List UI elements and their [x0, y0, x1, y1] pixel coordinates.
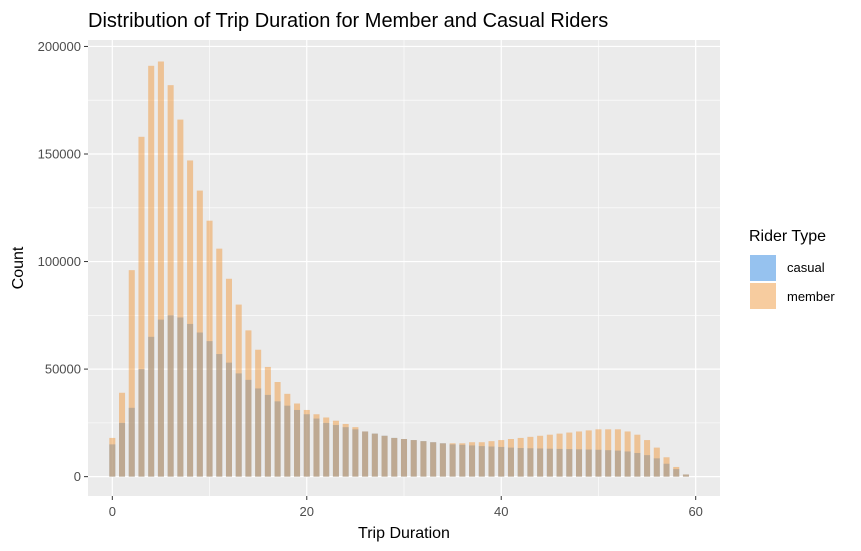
member-bar: [527, 436, 534, 477]
member-bar: [352, 427, 359, 477]
legend-label-member: member: [787, 289, 835, 304]
y-tick-label: 150000: [38, 147, 81, 162]
member-bar: [682, 474, 689, 477]
member-bar: [294, 403, 301, 477]
member-bar: [498, 440, 505, 477]
x-tick-label: 60: [688, 504, 702, 519]
member-bar: [478, 442, 485, 477]
x-axis-title: Trip Duration: [358, 525, 450, 542]
member-bar: [362, 431, 369, 477]
member-bar: [624, 431, 631, 477]
grid-major: [88, 40, 720, 496]
member-bar: [303, 409, 310, 477]
legend-swatch-member: [750, 283, 776, 309]
x-tick-label: 0: [109, 504, 116, 519]
member-bar: [177, 119, 184, 477]
member-bar: [167, 85, 174, 477]
y-tick-label: 200000: [38, 39, 81, 54]
member-bar: [206, 220, 213, 477]
member-bar: [381, 435, 388, 477]
member-bar: [332, 420, 339, 477]
member-bar: [439, 443, 446, 477]
member-bar: [537, 435, 544, 477]
grid-minor: [88, 40, 720, 496]
member-bar: [284, 393, 291, 477]
member-bar: [459, 443, 466, 477]
legend-swatch-casual: [750, 255, 776, 281]
legend-label-casual: casual: [787, 260, 825, 275]
member-bar: [556, 433, 563, 477]
member-bar: [653, 447, 660, 477]
x-tick-label: 40: [494, 504, 508, 519]
member-bar: [323, 417, 330, 477]
member-bar: [673, 466, 680, 477]
member-bar: [148, 65, 155, 477]
member-bar: [644, 440, 651, 477]
member-bar: [634, 434, 641, 477]
member-bar: [235, 304, 242, 477]
member-bar: [488, 441, 495, 477]
member-bar: [264, 366, 271, 477]
legend: Rider Type casual member: [749, 228, 835, 310]
member-bar: [595, 429, 602, 477]
member-bar: [585, 430, 592, 477]
y-tick-label: 0: [74, 469, 81, 484]
member-bar: [274, 382, 281, 477]
member-bar: [216, 248, 223, 477]
member-bar: [245, 330, 252, 477]
member-bar: [196, 190, 203, 477]
y-tick-label: 100000: [38, 254, 81, 269]
member-bars: [109, 61, 689, 477]
member-bar: [420, 441, 427, 477]
member-bar: [566, 432, 573, 477]
member-bar: [410, 440, 417, 477]
y-tick-label: 50000: [45, 362, 81, 377]
member-bar: [109, 437, 116, 477]
member-bar: [342, 423, 349, 477]
member-bar: [255, 349, 262, 477]
member-bar: [576, 431, 583, 477]
member-bar: [469, 442, 476, 477]
member-bar: [128, 270, 135, 477]
member-bar: [313, 414, 320, 477]
member-bar: [605, 429, 612, 477]
axis-ticks: 0 20 40 60 0 50000 100000 150000 200000: [38, 39, 703, 519]
legend-title: Rider Type: [749, 228, 826, 245]
member-bar: [119, 392, 126, 477]
member-bar: [400, 439, 408, 477]
member-bar: [187, 160, 194, 477]
member-bar: [430, 442, 437, 477]
member-bar: [614, 429, 621, 477]
member-bar: [391, 437, 398, 477]
member-bar: [449, 443, 456, 477]
member-bar: [371, 433, 378, 477]
member-bar: [157, 61, 164, 477]
member-bar: [663, 457, 670, 477]
y-axis-title: Count: [10, 246, 27, 289]
x-tick-label: 20: [300, 504, 314, 519]
chart-title: Distribution of Trip Duration for Member…: [88, 10, 608, 32]
member-bar: [507, 439, 514, 477]
member-bar: [517, 437, 524, 477]
member-bar: [546, 434, 553, 477]
member-bar: [138, 136, 145, 477]
member-bar: [225, 278, 232, 477]
